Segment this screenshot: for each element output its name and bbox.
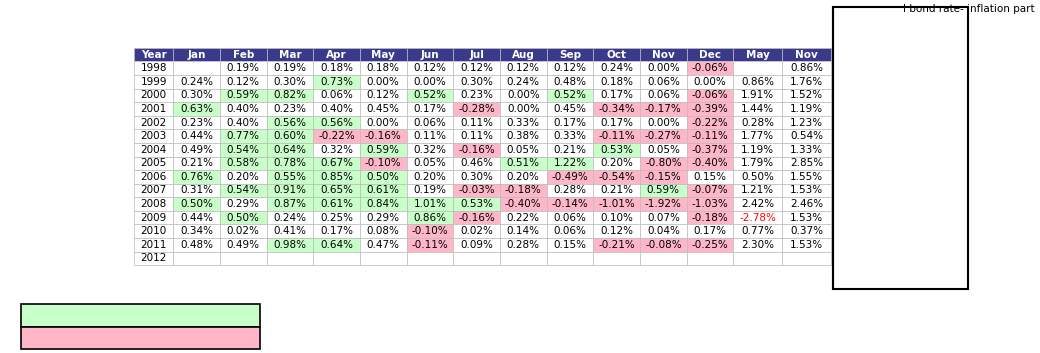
Text: Inflation is 0.5% or above: Inflation is 0.5% or above xyxy=(60,310,220,320)
Text: I bond rate- inflation part: I bond rate- inflation part xyxy=(903,4,1035,13)
Text: Inflation is less then 0%: Inflation is less then 0% xyxy=(66,333,215,343)
